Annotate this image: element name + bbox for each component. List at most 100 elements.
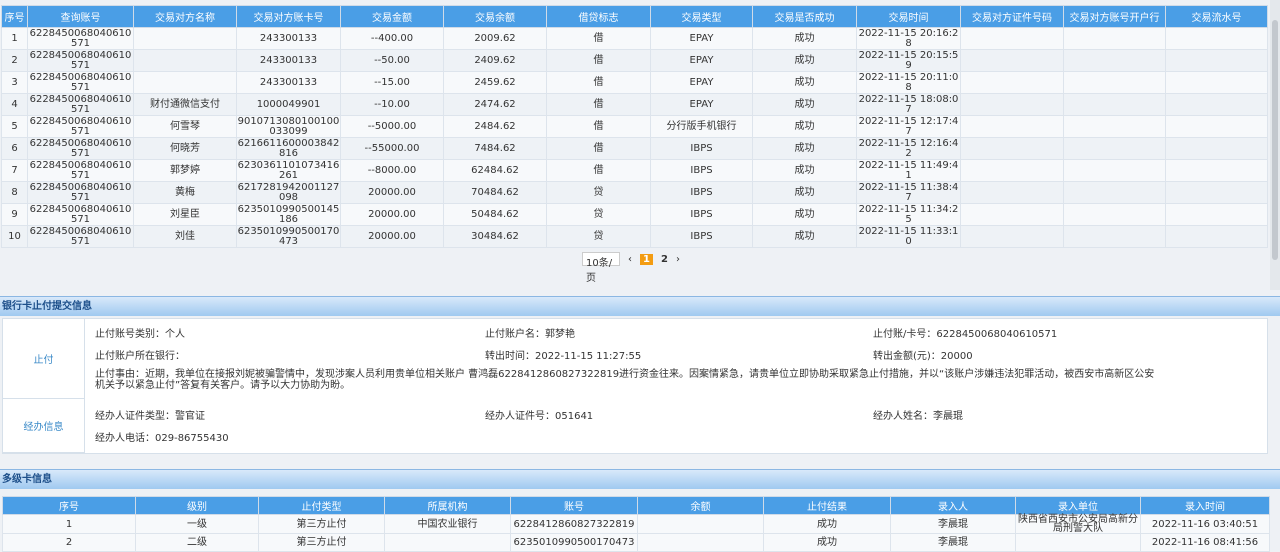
account-name: 止付账户名：郭梦艳	[485, 329, 575, 340]
table-cell: 成功	[763, 514, 891, 534]
column-header: 交易金额	[340, 5, 444, 28]
table-cell: IBPS	[650, 159, 753, 182]
table-row[interactable]: 5 6228450068040610571 何雪琴 90107130801001000…	[1, 115, 1268, 138]
table-cell: 10	[1, 225, 28, 248]
transfer-time: 转出时间：2022-11-15 11:27:55	[485, 351, 642, 362]
table-cell: EPAY	[650, 93, 753, 116]
table-cell: EPAY	[650, 71, 753, 94]
table-cell: --400.00	[340, 27, 444, 50]
column-header: 序号	[1, 5, 28, 28]
prev-page-button[interactable]: ‹	[628, 253, 632, 265]
table-row[interactable]: 7 6228450068040610571 郭梦婷 62303611010734162…	[1, 159, 1268, 182]
table-cell: 何雪琴	[133, 115, 237, 138]
column-header: 交易对方账号开户行	[1063, 5, 1166, 28]
table-cell: 成功	[752, 71, 857, 94]
table-cell: 李晨琨	[890, 533, 1016, 552]
table-row[interactable]: 3 6228450068040610571 243300133 --15.00 2459…	[1, 71, 1268, 94]
table-row[interactable]: 9 6228450068040610571 刘星臣 62350109905001451…	[1, 203, 1268, 226]
table-cell	[1165, 27, 1268, 50]
next-page-button[interactable]: ›	[675, 253, 680, 265]
column-header: 交易对方账卡号	[236, 5, 341, 28]
table-cell: 4	[1, 93, 28, 116]
table-cell: 第三方止付	[258, 514, 385, 534]
table-cell: 5	[1, 115, 28, 138]
table-row[interactable]: 8 6228450068040610571 黄梅 621728194200112709…	[1, 181, 1268, 204]
table-cell: 2022-11-16 03:40:51	[1140, 514, 1270, 534]
account-type: 止付账号类别：个人	[95, 329, 185, 340]
table-cell	[1063, 225, 1166, 248]
table-cell	[1165, 203, 1268, 226]
table-cell: 贷	[546, 203, 651, 226]
table-cell: 借	[546, 93, 651, 116]
table-cell: 借	[546, 137, 651, 160]
table-cell: 2409.62	[443, 49, 547, 72]
table-cell: 二级	[135, 533, 259, 552]
table-cell: --15.00	[340, 71, 444, 94]
table-cell: 2022-11-16 08:41:56	[1140, 533, 1270, 552]
table-row[interactable]: 1 一级 第三方止付 中国农业银行 6228412860827322819 成功 李晨琨 陕西…	[2, 514, 1270, 534]
table-cell: 财付通微信支付	[133, 93, 237, 116]
table-cell: 6228450068040610571	[27, 137, 134, 160]
handler-label: 经办信息	[3, 399, 85, 453]
table-row[interactable]: 1 6228450068040610571 243300133 --400.00 200…	[1, 27, 1268, 50]
table-cell: 成功	[752, 49, 857, 72]
table-row[interactable]: 4 6228450068040610571 财付通微信支付 1000049901 --1…	[1, 93, 1268, 116]
table-cell: 6228450068040610571	[27, 203, 134, 226]
table-cell: 6228450068040610571	[27, 71, 134, 94]
table-cell: 借	[546, 115, 651, 138]
table-cell: 243300133	[236, 71, 341, 94]
table-cell: 2022-11-15 12:16:42	[856, 137, 961, 160]
table-cell	[960, 225, 1064, 248]
table-cell	[1063, 49, 1166, 72]
table-cell: 成功	[752, 203, 857, 226]
table-cell: 借	[546, 27, 651, 50]
column-header: 交易时间	[856, 5, 961, 28]
table-cell: 6228450068040610571	[27, 93, 134, 116]
column-header: 录入单位	[1015, 496, 1141, 515]
page-1-button[interactable]: 1	[640, 253, 653, 265]
table-cell: --10.00	[340, 93, 444, 116]
table-cell: 何晓芳	[133, 137, 237, 160]
scrollbar-thumb[interactable]	[1272, 20, 1278, 260]
column-header: 序号	[2, 496, 136, 515]
column-header: 交易是否成功	[752, 5, 857, 28]
table-row[interactable]: 6 6228450068040610571 何晓芳 62166116000038428…	[1, 137, 1268, 160]
handler-id-number: 经办人证件号：051641	[485, 411, 594, 422]
table-cell: 2022-11-15 11:33:10	[856, 225, 961, 248]
table-cell: 成功	[752, 137, 857, 160]
table-cell: 6228450068040610571	[27, 49, 134, 72]
table-cell: EPAY	[650, 49, 753, 72]
table-cell: 30484.62	[443, 225, 547, 248]
column-header: 止付结果	[763, 496, 891, 515]
table-cell: 6228450068040610571	[27, 27, 134, 50]
column-header: 交易对方名称	[133, 5, 237, 28]
table-cell: 分行版手机银行	[650, 115, 753, 138]
table-cell: IBPS	[650, 181, 753, 204]
table-cell: 70484.62	[443, 181, 547, 204]
scrollbar[interactable]	[1270, 0, 1280, 290]
column-header: 交易对方证件号码	[960, 5, 1064, 28]
page-2-button[interactable]: 2	[660, 253, 668, 265]
table-cell: 成功	[752, 159, 857, 182]
table-cell: 6230361101073416261	[236, 159, 341, 182]
table-cell	[133, 71, 237, 94]
table-cell	[1165, 137, 1268, 160]
table-row[interactable]: 2 二级 第三方止付 6235010990500170473 成功 李晨琨 2022-11-…	[2, 533, 1270, 552]
table-row[interactable]: 10 6228450068040610571 刘佳 62350109905001704…	[1, 225, 1268, 248]
table-cell: 郭梦婷	[133, 159, 237, 182]
multilevel-table: 序号 级别 止付类型 所属机构 账号 余额 止付结果 录入人 录入单位 录入时间 1 一级 第三方止付中…	[2, 496, 1270, 552]
table-cell: IBPS	[650, 137, 753, 160]
table-cell	[960, 71, 1064, 94]
account-number: 止付账/卡号：6228450068040610571	[873, 329, 1058, 340]
table-cell	[960, 49, 1064, 72]
table-cell	[1165, 159, 1268, 182]
table-cell: 第三方止付	[258, 533, 385, 552]
page-size-select[interactable]: 10条/页	[582, 252, 620, 284]
table-cell: 6216611600003842816	[236, 137, 341, 160]
table-cell: 2022-11-15 11:34:25	[856, 203, 961, 226]
table-cell	[637, 533, 764, 552]
table-row[interactable]: 2 6228450068040610571 243300133 --50.00 2409…	[1, 49, 1268, 72]
handler-id-type: 经办人证件类型：警官证	[95, 411, 205, 422]
table-cell: 2022-11-15 20:16:28	[856, 27, 961, 50]
table-cell: IBPS	[650, 203, 753, 226]
